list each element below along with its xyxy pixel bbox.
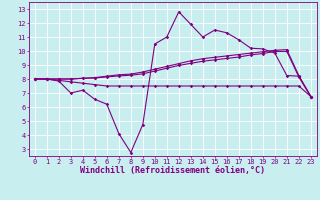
X-axis label: Windchill (Refroidissement éolien,°C): Windchill (Refroidissement éolien,°C) xyxy=(80,166,265,175)
